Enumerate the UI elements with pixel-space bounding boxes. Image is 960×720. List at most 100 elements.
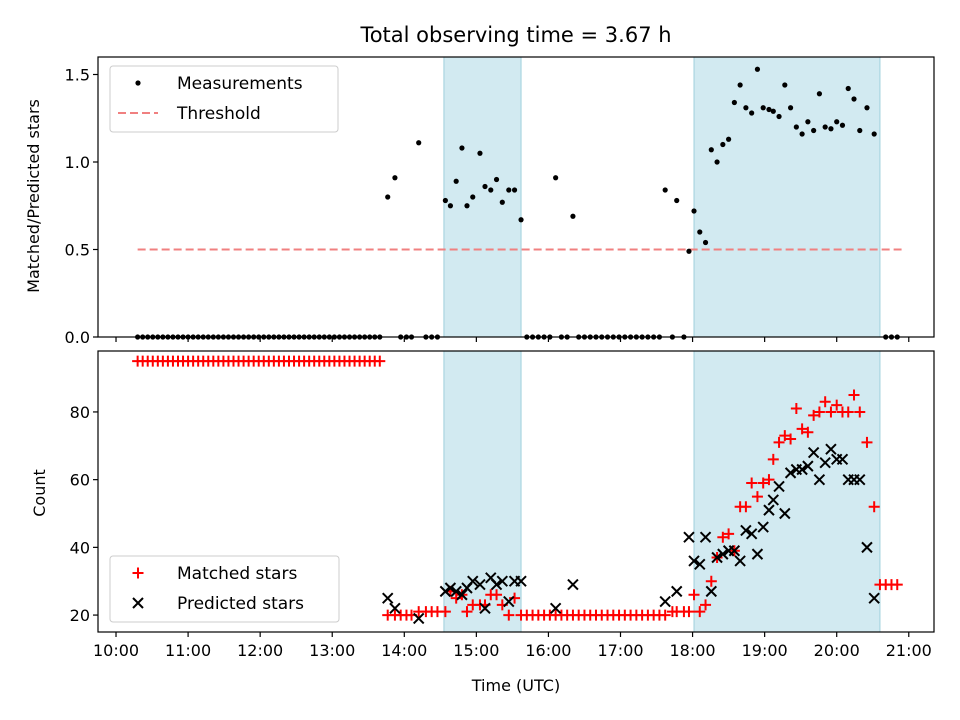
matched-star-point bbox=[785, 433, 797, 445]
predicted-star-point bbox=[802, 460, 814, 472]
predicted-star-point bbox=[745, 528, 758, 540]
measurement-point bbox=[816, 91, 823, 97]
top-y-tick-label: 1.0 bbox=[65, 153, 90, 172]
matched-star-point bbox=[700, 599, 712, 611]
predicted-star-point bbox=[711, 551, 723, 564]
matched-star-point bbox=[723, 528, 735, 540]
measurement-point bbox=[731, 99, 737, 106]
measurement-point bbox=[453, 178, 459, 184]
measurement-point bbox=[857, 127, 863, 134]
predicted-star-point bbox=[467, 575, 479, 587]
predicted-star-point bbox=[694, 558, 706, 570]
matched-star-point bbox=[796, 423, 808, 435]
matched-star-point bbox=[808, 409, 820, 421]
legend-matched-marker bbox=[132, 567, 144, 579]
measurement-point bbox=[766, 106, 772, 113]
measurement-point bbox=[416, 140, 422, 146]
measurement-point bbox=[799, 131, 805, 137]
bottom-observing-window bbox=[693, 350, 881, 633]
predicted-star-point bbox=[767, 494, 779, 506]
measurement-point bbox=[839, 122, 846, 128]
measurement-point bbox=[392, 175, 398, 181]
predicted-star-point bbox=[779, 507, 791, 520]
chart-title: Total observing time = 3.67 h bbox=[359, 23, 671, 47]
bottom-y-axis-label: Count bbox=[30, 469, 49, 517]
matched-star-point bbox=[717, 531, 729, 543]
measurement-point bbox=[805, 119, 811, 125]
bottom-legend-label: Predicted stars bbox=[177, 594, 304, 614]
matched-star-point bbox=[491, 589, 503, 601]
predicted-star-point bbox=[751, 548, 764, 560]
matched-star-point bbox=[688, 589, 700, 601]
predicted-star-point bbox=[671, 585, 683, 598]
top-y-tick-label: 0.0 bbox=[65, 328, 90, 347]
predicted-star-point bbox=[807, 446, 820, 459]
matched-star-point bbox=[705, 575, 717, 587]
measurement-point bbox=[385, 194, 391, 200]
predicted-star-point bbox=[763, 504, 775, 516]
x-tick-label: 12:00 bbox=[237, 641, 283, 660]
measurement-point bbox=[811, 127, 817, 134]
x-tick-label: 14:00 bbox=[381, 641, 427, 660]
measurement-point bbox=[674, 197, 680, 204]
predicted-star-point bbox=[688, 555, 700, 567]
measurement-point bbox=[726, 136, 732, 142]
predicted-star-point bbox=[382, 592, 394, 604]
measurement-point bbox=[493, 176, 500, 183]
matched-star-point bbox=[503, 609, 515, 621]
predicted-star-point bbox=[474, 578, 486, 591]
bottom-legend-label: Matched stars bbox=[177, 564, 297, 584]
matched-star-point bbox=[683, 606, 695, 618]
measurement-point bbox=[737, 82, 743, 88]
bottom-panel: 20 40 60 80 10:00 11:00 12:00 13:00 14:00 15:00 16… bbox=[70, 350, 935, 660]
bottom-y-tick-label: 40 bbox=[70, 538, 90, 557]
predicted-star-point bbox=[734, 555, 746, 567]
matched-star-point bbox=[825, 406, 837, 418]
predicted-star-point bbox=[699, 531, 712, 543]
measurement-point bbox=[691, 208, 697, 214]
predicted-star-point bbox=[813, 473, 826, 486]
measurement-point bbox=[511, 187, 518, 193]
x-tick-label: 11:00 bbox=[165, 641, 211, 660]
predicted-star-point bbox=[705, 585, 718, 598]
matched-star-point bbox=[746, 477, 758, 489]
matched-star-point bbox=[773, 436, 785, 448]
x-tick-label: 17:00 bbox=[597, 641, 643, 660]
top-legend-label: Measurements bbox=[177, 74, 303, 94]
measurement-point bbox=[686, 248, 692, 254]
matched-star-point bbox=[790, 403, 802, 415]
matched-star-point bbox=[861, 436, 873, 448]
matched-star-point bbox=[813, 406, 825, 418]
measurement-point bbox=[782, 82, 788, 88]
matched-star-point bbox=[868, 501, 880, 513]
bottom-legend-box bbox=[109, 555, 340, 623]
measurement-point bbox=[477, 150, 483, 156]
measurement-point bbox=[464, 203, 470, 209]
matched-star-point bbox=[819, 396, 831, 408]
bottom-y-tick-label: 80 bbox=[70, 403, 90, 422]
predicted-star-point bbox=[728, 545, 741, 557]
measurement-point bbox=[459, 145, 465, 151]
matched-star-point bbox=[374, 355, 386, 367]
matched-star-point bbox=[767, 453, 779, 465]
x-tick-label: 15:00 bbox=[453, 641, 499, 660]
matched-star-point bbox=[763, 474, 775, 486]
top-panel: 0.0 0.5 1.0 1.5 Measurements Threshold bbox=[65, 56, 935, 347]
matched-star-point bbox=[751, 491, 763, 503]
matched-star-point bbox=[439, 606, 451, 618]
predicted-star-point bbox=[450, 585, 462, 598]
predicted-star-point bbox=[825, 443, 837, 455]
predicted-star-point bbox=[496, 575, 509, 587]
predicted-star-point bbox=[868, 592, 880, 604]
predicted-star-point bbox=[490, 578, 503, 591]
predicted-star-point bbox=[549, 602, 562, 615]
measurement-point bbox=[834, 119, 840, 125]
predicted-star-point bbox=[456, 589, 468, 601]
matched-star-point bbox=[891, 579, 903, 591]
matched-star-point bbox=[802, 426, 814, 438]
measurement-point bbox=[871, 131, 877, 137]
predicted-star-point bbox=[861, 541, 873, 554]
predicted-star-point bbox=[836, 453, 849, 466]
measurement-point bbox=[787, 105, 794, 111]
measurement-point bbox=[447, 203, 454, 209]
